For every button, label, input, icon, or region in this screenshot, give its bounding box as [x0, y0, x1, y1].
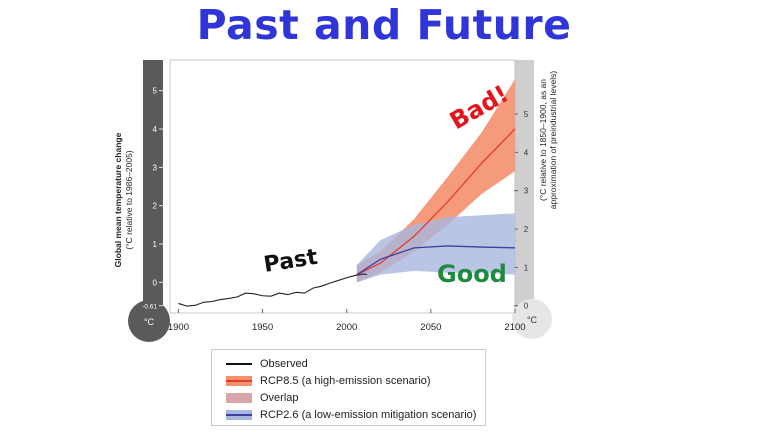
left-tick-label: 2: [153, 202, 158, 211]
right-axis-label-sub: approximation of preindustrial levels): [548, 71, 558, 210]
uncertainty-bands: [356, 79, 515, 283]
right-thermometer: °C: [512, 60, 552, 339]
legend-item-observed: Observed: [226, 356, 308, 372]
right-axis-ticks: 5 4 3 2 1 0: [514, 110, 529, 311]
legend-item-rcp26: RCP2.6 (a low-emission mitigation scenar…: [226, 407, 476, 423]
left-axis-title: Global mean temperature change (°C relat…: [113, 132, 134, 267]
x-tick-label: 1950: [252, 322, 273, 333]
legend-label-rcp85: RCP8.5 (a high-emission scenario): [260, 375, 431, 387]
left-tick-label: 1: [153, 240, 158, 249]
series-lines: [178, 128, 516, 307]
left-tick-label: 0: [153, 278, 158, 287]
legend-item-overlap: Overlap: [226, 390, 299, 406]
left-tick-label: 5: [153, 87, 158, 96]
legend-item-rcp85: RCP8.5 (a high-emission scenario): [226, 373, 431, 389]
legend-label-rcp26: RCP2.6 (a low-emission mitigation scenar…: [260, 409, 477, 421]
right-tick-label: 2: [524, 225, 529, 234]
legend-swatch-overlap: [226, 393, 252, 403]
series-line-rcp26: [356, 245, 516, 276]
x-tick-label: 2100: [504, 322, 525, 333]
right-tick-label: 4: [524, 148, 529, 157]
left-axis-label-sub: (°C relative to 1986–2005): [124, 150, 134, 249]
legend-label-observed: Observed: [260, 358, 308, 370]
series-line-rcp85: [356, 128, 516, 276]
legend-swatch-rcp85: [226, 376, 252, 386]
x-axis-ticks: 1900 1950 2000 2050 2100: [168, 309, 526, 333]
series-line-observed: [178, 273, 368, 307]
annotation-good: Good: [437, 260, 507, 288]
x-tick-label: 1900: [168, 322, 189, 333]
right-tick-label: 3: [524, 187, 529, 196]
right-axis-label-main: (°C relative to 1850–1900, as an: [538, 79, 548, 201]
right-axis-title: (°C relative to 1850–1900, as an approxi…: [538, 71, 558, 210]
right-tick-label: 5: [524, 110, 529, 119]
left-thermometer: °C: [128, 60, 170, 342]
x-tick-label: 2000: [336, 322, 357, 333]
slide-title: Past and Future: [196, 1, 572, 49]
x-tick-label: 2050: [420, 322, 441, 333]
chart-legend: Observed RCP8.5 (a high-emission scenari…: [211, 349, 486, 426]
left-unit-badge: °C: [144, 317, 155, 327]
left-axis-ticks: 5 4 3 2 1 0 -0.61: [142, 87, 163, 311]
right-tick-label: 1: [524, 263, 529, 272]
legend-swatch-observed: [226, 359, 252, 369]
left-tick-label: 4: [153, 125, 158, 134]
legend-swatch-rcp26: [226, 410, 252, 420]
right-tick-label: 0: [524, 302, 529, 311]
right-unit-badge: °C: [527, 315, 538, 325]
legend-label-overlap: Overlap: [260, 392, 299, 404]
left-axis-label-main: Global mean temperature change: [113, 132, 123, 267]
band-rcp26: [356, 213, 515, 283]
left-tick-label: 3: [153, 163, 158, 172]
left-tick-label: -0.61: [142, 304, 157, 311]
